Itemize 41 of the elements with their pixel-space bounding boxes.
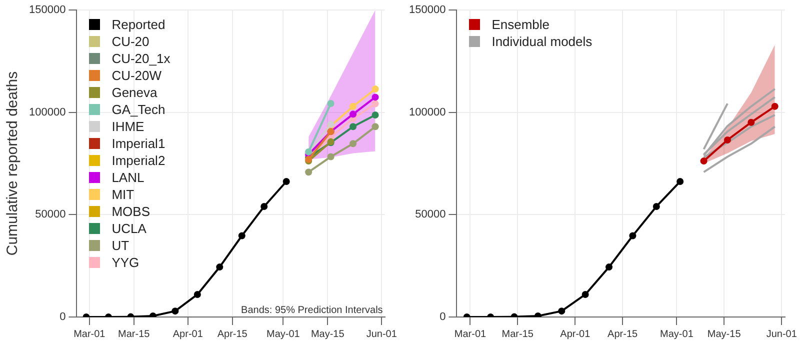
- legend-label: UT: [112, 237, 130, 254]
- x-tick-label: Apr-01: [172, 328, 204, 340]
- legend-label: Reported: [112, 16, 166, 33]
- legend-label: Ensemble: [492, 16, 550, 33]
- y-tick-label: 150000: [28, 4, 66, 16]
- legend-label: CU-20_1x: [112, 50, 170, 67]
- x-tick-label: Apr-15: [217, 328, 248, 340]
- legend-label: Imperial1: [112, 135, 166, 152]
- annotation: Bands: 95% Prediction Intervals: [241, 304, 383, 316]
- x-tick-label: Jun-01: [766, 328, 798, 340]
- y-tick-label: 150000: [408, 4, 446, 16]
- x-tick-label: Mar-15: [502, 328, 534, 340]
- y-tick-label: 50000: [35, 208, 66, 221]
- legend-label: Individual models: [492, 33, 592, 50]
- x-tick-label: May-15: [707, 328, 742, 340]
- y-tick-label: 0: [60, 311, 66, 324]
- x-tick-label: Mar-01: [74, 328, 106, 340]
- legend-label: CU-20: [112, 33, 150, 50]
- legend-label: Geneva: [112, 84, 158, 101]
- legend-label: YYG: [112, 254, 140, 271]
- y-axis-title: Cumulative reported deaths: [4, 71, 22, 256]
- legend-label: IHME: [112, 118, 144, 135]
- y-tick-label: 100000: [408, 106, 446, 118]
- legend-label: CU-20W: [112, 67, 162, 84]
- x-tick-label: Apr-01: [560, 328, 591, 340]
- legend-label: UCLA: [112, 220, 146, 237]
- legend-label: GA_Tech: [112, 101, 166, 118]
- x-tick-label: Mar-15: [118, 328, 150, 340]
- x-tick-label: May-15: [310, 328, 345, 340]
- legend-label: MOBS: [112, 203, 150, 220]
- y-tick-label: 100000: [28, 106, 66, 118]
- y-tick-label: 50000: [415, 208, 446, 221]
- legend-label: LANL: [112, 169, 144, 186]
- legend-label: MIT: [112, 186, 134, 203]
- legend-label: Imperial2: [112, 152, 166, 169]
- y-tick-label: 0: [440, 311, 446, 324]
- x-tick-label: Mar-01: [454, 328, 487, 340]
- x-tick-label: May-01: [266, 328, 300, 340]
- x-tick-label: Jun-01: [366, 328, 398, 340]
- x-tick-label: May-01: [660, 328, 694, 340]
- x-tick-label: Apr-15: [608, 328, 638, 340]
